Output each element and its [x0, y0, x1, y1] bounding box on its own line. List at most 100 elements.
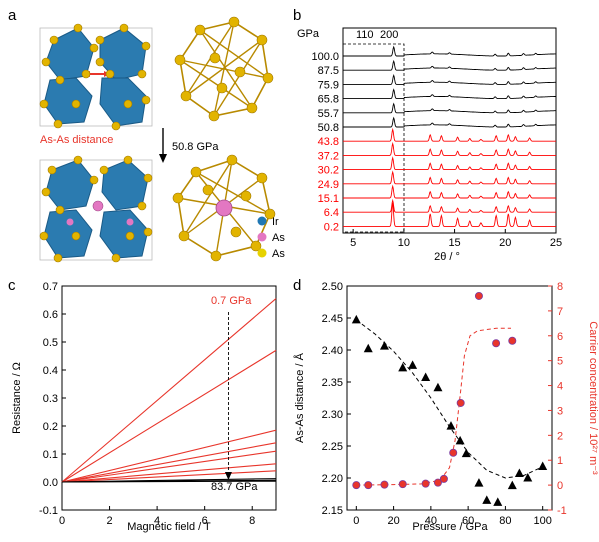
carrier-point	[474, 291, 483, 300]
legend-swatch-ir	[257, 216, 267, 226]
y-tick-label: 2.40	[322, 345, 343, 357]
xrd-curve	[343, 156, 556, 171]
pressure-label: 65.8	[318, 94, 339, 106]
y-axis-label: Resistance / Ω	[11, 362, 23, 434]
resistance-line	[61, 442, 277, 483]
unit-label: GPa	[297, 28, 320, 40]
octahedron	[43, 77, 93, 125]
xrd-curve	[343, 102, 556, 114]
distance-point	[363, 343, 373, 353]
distance-point	[474, 478, 484, 487]
distance-point	[538, 461, 548, 470]
distance-point	[455, 435, 465, 445]
as-atoms	[39, 23, 151, 131]
distance-point	[523, 473, 533, 482]
y-tick-label: 0.5	[43, 337, 58, 349]
xrd-curve	[343, 198, 556, 213]
unit-cell-bottom	[39, 155, 153, 263]
xrd-curve	[343, 184, 556, 199]
distance-point	[446, 421, 456, 430]
pressure-label: 15.1	[318, 193, 339, 205]
y2-tick-label: 5	[557, 356, 563, 368]
x-tick-label: 4	[154, 515, 160, 527]
carrier-point	[439, 474, 448, 483]
pressure-label: 30.2	[318, 165, 339, 177]
distance-point	[493, 497, 503, 506]
xrd-curve	[343, 116, 556, 128]
y2-tick-label: 3	[557, 405, 563, 417]
pressure-label: 55.7	[318, 108, 339, 120]
y-tick-label: 2.50	[322, 281, 343, 293]
y-tick-label: -0.1	[39, 505, 58, 517]
resistance-line	[61, 298, 277, 483]
x-tick-label: 5	[350, 237, 356, 249]
x-tick-label: 15	[448, 237, 460, 249]
y-tick-label: 2.25	[322, 441, 343, 453]
peak-label-110: 110	[356, 29, 374, 41]
y-axis-label: As-As distance / Å	[293, 352, 306, 443]
resistance-line	[61, 463, 277, 483]
y2-tick-label: 6	[557, 331, 563, 343]
pressure-label: 43.8	[318, 136, 339, 148]
distance-point	[398, 362, 408, 372]
carrier-point	[492, 339, 501, 348]
y-tick-label: 2.30	[322, 409, 343, 421]
pressure-label: 100.0	[311, 51, 339, 63]
marker-arrowhead	[224, 472, 232, 480]
pressure-arrow-label: 50.8 GPa	[172, 141, 219, 153]
x-axis-label: 2θ / °	[434, 251, 460, 263]
xrd-curve	[343, 202, 556, 227]
cluster-top	[174, 16, 274, 122]
resistance-line	[61, 450, 277, 483]
legend-label-as-yellow: As	[272, 248, 285, 260]
carrier-point	[508, 336, 517, 345]
y2-tick-label: -1	[557, 505, 567, 517]
carrier-point	[421, 479, 430, 488]
distance-point	[482, 495, 492, 504]
dashed-box	[342, 43, 405, 233]
x-tick-label: 20	[387, 515, 399, 527]
legend-label-as-pink: As	[272, 232, 285, 244]
carrier-point	[352, 481, 361, 490]
pressure-label: 75.9	[318, 79, 339, 91]
y-tick-label: 2.35	[322, 377, 343, 389]
x-tick-label: 40	[425, 515, 437, 527]
panel-c: 0 2 4 6 8 -0.1 0.0 0.1 0.2 0.3 0.4 0.5 0.6 0.7 0.7 GP…	[11, 281, 277, 533]
pressure-label: 50.8	[318, 122, 339, 134]
resistance-line	[61, 480, 277, 483]
distance-point	[379, 341, 389, 350]
x-tick-label: 0	[353, 515, 359, 527]
y-tick-label: 2.20	[322, 473, 343, 485]
octahedron	[99, 77, 147, 127]
carrier-point	[364, 481, 373, 490]
carrier-point	[398, 480, 407, 489]
carrier-point	[380, 480, 389, 489]
structure-legend: Ir As As	[257, 216, 285, 260]
xrd-curve	[343, 127, 556, 142]
plot-frame	[342, 27, 557, 234]
carrier-point	[433, 478, 442, 487]
pressure-label: 87.5	[318, 65, 339, 77]
panel-letter-c: c	[8, 277, 16, 294]
y2-tick-label: 8	[557, 281, 563, 293]
y2-tick-label: 0	[557, 480, 563, 492]
resistance-line	[61, 349, 277, 483]
legend-swatch-as-yellow	[257, 248, 267, 258]
panel-letter-a: a	[8, 7, 17, 24]
legend-swatch-as-pink	[257, 232, 267, 242]
xrd-curve	[343, 59, 556, 71]
xrd-curve	[343, 141, 556, 156]
panel-letter-b: b	[293, 7, 301, 24]
annotation-top: 0.7 GPa	[211, 295, 252, 307]
peak-label-200: 200	[380, 29, 398, 41]
xrd-curve	[343, 170, 556, 185]
x-tick-label: 25	[550, 237, 562, 249]
cluster-bottom	[172, 154, 276, 262]
pressure-label: 6.4	[324, 207, 339, 219]
distance-point	[408, 360, 418, 369]
carrier-point	[456, 398, 465, 407]
pressure-label: 0.2	[324, 221, 339, 233]
plot-frame	[346, 285, 553, 511]
y-tick-label: 0.4	[43, 365, 58, 377]
